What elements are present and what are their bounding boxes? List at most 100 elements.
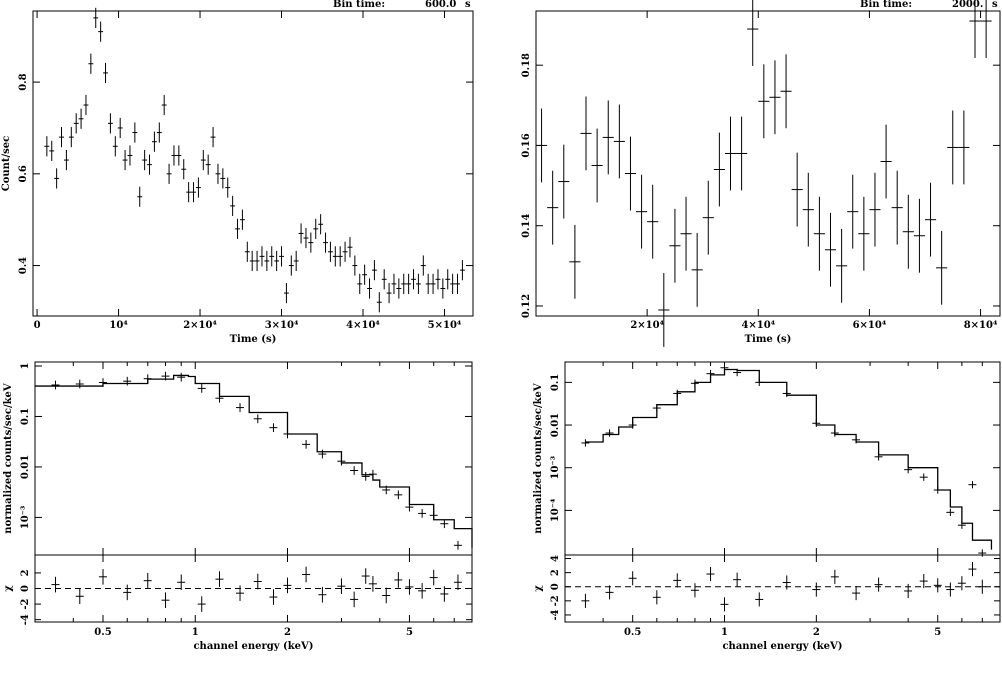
data-point — [381, 269, 387, 290]
chart-bottom-right: 0.5 1 2 5 0.1 0.01 10⁻³ 10⁻⁴ 4 2 0 -2 -4 normalized c… — [533, 361, 1001, 652]
model-step-line — [585, 368, 993, 550]
chart-bottom-left: 0.5 1 2 5 1 0.1 0.01 10⁻³ 2 0 -2 -4 normalized count… — [3, 361, 473, 652]
residual-point — [852, 586, 861, 601]
data-point — [602, 100, 614, 175]
residual-point — [215, 571, 224, 587]
spectrum-point — [302, 440, 311, 449]
y-axis-title: normalized counts/sec/keV — [533, 383, 544, 534]
spectrum-point — [706, 369, 715, 378]
x-tick-label: 1 — [192, 627, 199, 638]
residual-point — [361, 568, 370, 584]
data-point — [142, 149, 148, 171]
residual-point — [440, 586, 449, 602]
spectrum-point — [628, 421, 637, 429]
data-point — [239, 209, 245, 230]
data-point — [293, 250, 299, 272]
residual-point — [368, 576, 377, 592]
x-tick-label: 1 — [721, 627, 728, 638]
data-point — [780, 54, 792, 129]
residual-point — [830, 569, 839, 584]
residual-point — [98, 569, 107, 585]
spectrum-point — [978, 549, 987, 557]
data-point — [880, 124, 892, 199]
data-point — [63, 149, 69, 171]
data-point — [824, 212, 837, 287]
resid-y-tick-label: 0 — [550, 583, 561, 590]
data-point — [680, 196, 692, 271]
data-point — [858, 196, 870, 271]
data-point — [171, 145, 177, 166]
residual-point — [302, 566, 311, 583]
data-point — [847, 174, 859, 249]
spectrum-point — [429, 510, 438, 520]
spectrum-point — [720, 364, 729, 372]
residual-point — [957, 576, 966, 591]
spectrum-point — [812, 419, 821, 427]
data-point — [49, 140, 55, 161]
data-point — [68, 127, 74, 148]
data-point — [103, 62, 108, 84]
data-point — [591, 128, 603, 203]
data-point — [376, 292, 382, 313]
data-point — [430, 273, 436, 294]
data-point — [913, 198, 925, 273]
residual-point — [673, 573, 682, 588]
residual-point — [429, 569, 438, 586]
spectrum-point — [919, 473, 928, 481]
x-tick-label: 2 — [813, 627, 820, 638]
data-point — [195, 177, 201, 198]
x-tick-label: 2×10⁴ — [630, 320, 664, 331]
bin-time-unit: s — [465, 0, 471, 10]
resid-y-tick-label: 2 — [550, 569, 561, 576]
data-point — [200, 149, 206, 171]
data-point — [342, 241, 348, 262]
y-tick-label: 10⁻³ — [20, 506, 31, 530]
residual-point — [874, 577, 883, 592]
data-point — [357, 273, 363, 294]
data-point — [122, 149, 128, 171]
residual-point — [269, 589, 278, 605]
data-point — [132, 122, 138, 143]
x-tick-label: 8×10⁴ — [964, 320, 998, 331]
spectrum-point — [581, 439, 590, 447]
data-point — [235, 218, 240, 239]
data-point — [435, 269, 441, 290]
data-point — [658, 273, 670, 347]
data-point — [337, 246, 343, 267]
x-axis-title: Time (s) — [745, 334, 792, 345]
residual-point — [405, 579, 414, 595]
residual-point — [628, 571, 637, 586]
data-point — [724, 116, 737, 191]
data-point — [308, 232, 314, 253]
data-point — [254, 250, 260, 272]
data-point — [547, 170, 559, 245]
data-point — [176, 145, 182, 166]
spectrum-point — [652, 404, 661, 412]
chart-top-left: Bin time: 600.0 s 0 10⁴ 2×10⁴ 3×10⁴ 4×10⁴ 5×10⁴ 0… — [1, 0, 474, 345]
spectrum-point — [418, 509, 427, 518]
data-point — [166, 163, 172, 184]
resid-y-tick-label: -4 — [20, 614, 31, 625]
data-point — [186, 182, 192, 203]
bin-time-label: Bin time: — [333, 0, 385, 10]
data-point — [459, 260, 465, 281]
data-point — [902, 194, 914, 269]
data-point — [191, 182, 196, 203]
spectrum-point — [51, 380, 60, 390]
data-point — [274, 250, 280, 272]
y-tick-label: 0.14 — [521, 213, 532, 237]
y-tick-label: 0.18 — [521, 53, 532, 77]
data-point — [580, 96, 592, 171]
residual-point — [581, 593, 590, 608]
resid-y-tick-label: 4 — [550, 555, 561, 562]
data-point — [813, 196, 825, 271]
data-point — [791, 152, 803, 227]
data-point — [769, 60, 781, 135]
y-tick-label: 0.8 — [18, 73, 29, 90]
spectrum-point — [830, 429, 839, 437]
data-point — [73, 113, 79, 134]
x-tick-label: 0.5 — [624, 627, 641, 638]
spectrum-point — [283, 429, 292, 439]
